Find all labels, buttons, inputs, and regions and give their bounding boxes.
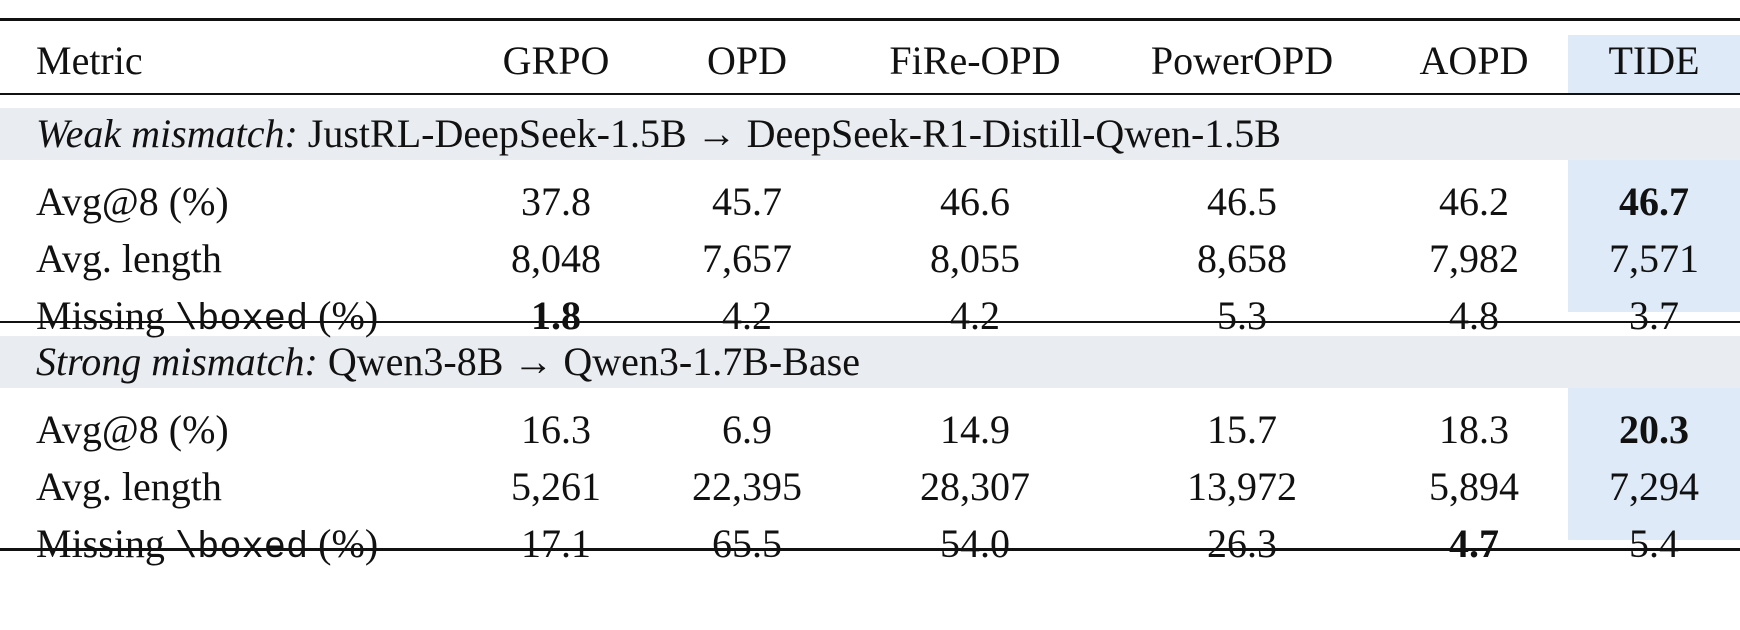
- section-band-weak: [0, 108, 1740, 160]
- row-metric-post: (%): [308, 293, 379, 338]
- row-metric-pre: Missing: [36, 521, 175, 566]
- cell-aopd: 18.3: [1439, 407, 1509, 452]
- cell-grpo: 37.8: [521, 179, 591, 224]
- row-metric: Avg@8 (%): [36, 179, 229, 224]
- cell-opd: 4.2: [722, 293, 772, 338]
- cell-poweropd: 5.3: [1217, 293, 1267, 338]
- cell-poweropd: 15.7: [1207, 407, 1277, 452]
- table-row: Missing \boxed (%) 17.1 65.5 54.0 26.3 4…: [0, 516, 1740, 572]
- header-metric: Metric: [36, 38, 143, 83]
- section-label-text: Qwen3-8B → Qwen3-1.7B-Base: [317, 339, 860, 384]
- row-metric-code: \boxed: [174, 527, 309, 569]
- cell-aopd: 46.2: [1439, 179, 1509, 224]
- table-row: Avg@8 (%) 16.3 6.9 14.9 15.7 18.3 20.3: [0, 402, 1740, 458]
- section-label-italic: Weak mismatch:: [36, 111, 298, 156]
- cell-tide: 46.7: [1619, 179, 1689, 224]
- cell-tide: 7,294: [1609, 464, 1699, 509]
- cell-poweropd: 26.3: [1207, 521, 1277, 566]
- row-metric: Missing \boxed (%): [36, 516, 378, 572]
- cell-opd: 65.5: [712, 521, 782, 566]
- header-opd: OPD: [706, 38, 788, 83]
- cell-aopd: 4.8: [1449, 293, 1499, 338]
- row-metric-post: (%): [308, 521, 379, 566]
- table-row: Missing \boxed (%) 1.8 4.2 4.2 5.3 4.8 3…: [0, 288, 1740, 344]
- header-poweropd: PowerOPD: [1150, 38, 1334, 83]
- cell-poweropd: 13,972: [1187, 464, 1297, 509]
- cell-opd: 6.9: [722, 407, 772, 452]
- section-band-strong: [0, 336, 1740, 388]
- cell-fire-opd: 8,055: [930, 236, 1020, 281]
- row-metric-code: \boxed: [174, 299, 309, 341]
- cell-aopd: 7,982: [1429, 236, 1519, 281]
- cell-grpo: 1.8: [531, 293, 581, 338]
- cell-grpo: 16.3: [521, 407, 591, 452]
- cell-grpo: 8,048: [511, 236, 601, 281]
- section-title-weak: Weak mismatch: JustRL-DeepSeek-1.5B → De…: [36, 106, 1281, 162]
- cell-opd: 7,657: [702, 236, 792, 281]
- tide-highlight-weak: [1568, 160, 1740, 312]
- header-row: Metric GRPO OPD FiRe-OPD PowerOPD AOPD T…: [0, 33, 1740, 89]
- cell-fire-opd: 28,307: [920, 464, 1030, 509]
- cell-opd: 22,395: [692, 464, 802, 509]
- cell-tide: 3.7: [1629, 293, 1679, 338]
- table-row: Avg. length 5,261 22,395 28,307 13,972 5…: [0, 459, 1740, 515]
- row-metric-pre: Missing: [36, 293, 175, 338]
- tide-highlight-header: [1568, 35, 1740, 93]
- header-rule: [0, 93, 1740, 95]
- cell-tide: 20.3: [1619, 407, 1689, 452]
- tide-highlight-strong: [1568, 388, 1740, 540]
- cell-fire-opd: 4.2: [950, 293, 1000, 338]
- header-tide: TIDE: [1608, 38, 1700, 83]
- table-row: Avg@8 (%) 37.8 45.7 46.6 46.5 46.2 46.7: [0, 174, 1740, 230]
- cell-opd: 45.7: [712, 179, 782, 224]
- cell-aopd: 5,894: [1429, 464, 1519, 509]
- section-divider-rule: [0, 321, 1740, 323]
- header-grpo: GRPO: [502, 38, 610, 83]
- header-fire-opd: FiRe-OPD: [889, 38, 1061, 83]
- cell-tide: 5.4: [1629, 521, 1679, 566]
- top-rule: [0, 18, 1740, 21]
- section-title-strong: Strong mismatch: Qwen3-8B → Qwen3-1.7B-B…: [36, 334, 860, 390]
- cell-tide: 7,571: [1609, 236, 1699, 281]
- cell-fire-opd: 46.6: [940, 179, 1010, 224]
- cell-fire-opd: 54.0: [940, 521, 1010, 566]
- cell-poweropd: 8,658: [1197, 236, 1287, 281]
- cell-fire-opd: 14.9: [940, 407, 1010, 452]
- row-metric: Missing \boxed (%): [36, 288, 378, 344]
- cell-poweropd: 46.5: [1207, 179, 1277, 224]
- bottom-rule: [0, 548, 1740, 551]
- header-aopd: AOPD: [1419, 38, 1529, 83]
- cell-grpo: 17.1: [521, 521, 591, 566]
- cell-grpo: 5,261: [511, 464, 601, 509]
- table-row: Avg. length 8,048 7,657 8,055 8,658 7,98…: [0, 231, 1740, 287]
- row-metric: Avg@8 (%): [36, 407, 229, 452]
- row-metric: Avg. length: [36, 464, 222, 509]
- row-metric: Avg. length: [36, 236, 222, 281]
- section-label-italic: Strong mismatch:: [36, 339, 318, 384]
- cell-aopd: 4.7: [1449, 521, 1499, 566]
- section-label-text: JustRL-DeepSeek-1.5B → DeepSeek-R1-Disti…: [297, 111, 1281, 156]
